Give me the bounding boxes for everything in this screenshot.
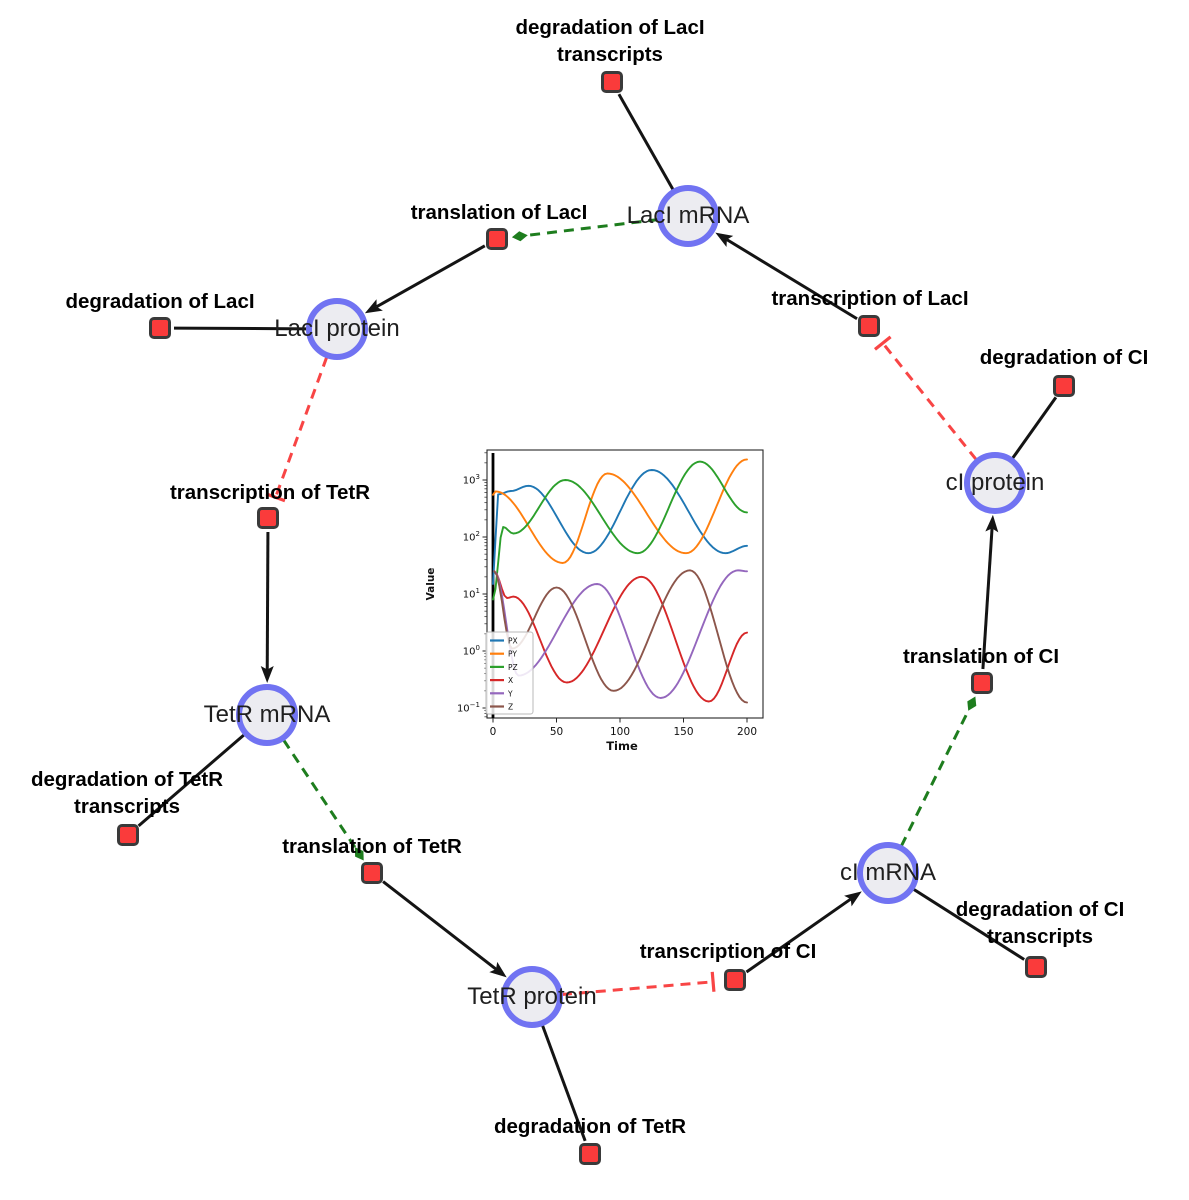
chart-legend-label: PZ [508, 663, 518, 672]
species-node-ci-protein[interactable] [964, 452, 1026, 514]
reaction-node-deg-ci-tx[interactable] [1025, 956, 1047, 978]
reaction-label-deg-tetr-tx: degradation of TetR transcripts [30, 768, 224, 818]
edge-laci-mrna-deg-laci-tx [617, 93, 675, 191]
reaction-node-deg-ci[interactable] [1053, 375, 1075, 397]
chart-x-tick: 100 [610, 726, 630, 738]
chart-y-tick: 10−1 [457, 701, 480, 715]
reaction-label-deg-laci-tx: degradation of LacI transcripts [515, 16, 705, 66]
reaction-label-transcription-ci: transcription of CI [639, 940, 817, 963]
edge-tetr-protein-transcription-ci [561, 971, 716, 996]
reaction-node-translation-tetr[interactable] [361, 862, 383, 884]
reaction-node-transcription-ci[interactable] [724, 969, 746, 991]
edge-translation-tetr-tetr-protein [382, 880, 507, 978]
chart-series-X [493, 570, 748, 703]
chart-legend-label: Z [508, 703, 513, 712]
edge-transcription-ci-ci-mrna [745, 891, 862, 974]
species-label-laci-mrna: LacI mRNA [626, 202, 750, 229]
chart-series-PZ [492, 460, 748, 601]
chart-x-tick: 150 [673, 726, 693, 738]
chart-x-axis-label: Time [606, 739, 638, 753]
edge-laci-protein-transcription-tetr [265, 356, 329, 503]
edge-ci-protein-deg-ci [1011, 396, 1058, 460]
chart-series-Y [493, 569, 748, 699]
species-node-tetr-mrna[interactable] [236, 684, 298, 746]
chart-y-axis-label: Value [425, 568, 437, 601]
species-label-laci-protein: LacI protein [274, 315, 400, 342]
reaction-node-translation-laci[interactable] [486, 228, 508, 250]
reaction-node-transcription-laci[interactable] [858, 315, 880, 337]
species-node-ci-mrna[interactable] [857, 842, 919, 904]
chart-legend: PX PY PZ XYZ [485, 631, 534, 715]
chart-y-tick: 102 [463, 530, 480, 544]
reaction-label-translation-tetr: translation of TetR [282, 835, 462, 858]
species-label-tetr-mrna: TetR mRNA [203, 701, 331, 728]
reaction-label-translation-laci: translation of LacI [410, 201, 588, 224]
reaction-node-deg-tetr-tx[interactable] [117, 824, 139, 846]
chart-y-tick: 103 [463, 473, 480, 487]
edge-transcription-tetr-tetr-mrna [260, 531, 274, 684]
chart-y-tick: 101 [463, 587, 480, 601]
edge-transcription-laci-laci-mrna [715, 232, 858, 321]
chart-x-tick: 200 [737, 726, 757, 738]
edge-tetr-mrna-deg-tetr-tx [137, 733, 246, 827]
timeseries-inset-chart: Time Value 0 50 100 150 200 103 102 101 100 10−1 P… [420, 428, 786, 772]
chart-legend-label: X [508, 676, 513, 685]
species-node-laci-mrna[interactable] [657, 185, 719, 247]
chart-series-PY [492, 458, 748, 564]
chart-legend-label: Y [507, 689, 513, 698]
chart-legend-label: PY [508, 650, 517, 659]
species-node-laci-protein[interactable] [306, 298, 368, 360]
reaction-label-translation-ci: translation of CI [902, 645, 1060, 668]
species-label-ci-mrna: cI mRNA [840, 859, 936, 886]
species-label-ci-protein: cI protein [945, 469, 1045, 496]
reaction-node-translation-ci[interactable] [971, 672, 993, 694]
chart-y-tick: 100 [463, 644, 480, 658]
reaction-node-transcription-tetr[interactable] [257, 507, 279, 529]
species-node-tetr-protein[interactable] [501, 966, 563, 1028]
reaction-node-deg-laci[interactable] [149, 317, 171, 339]
edge-tetr-mrna-translation-tetr [282, 739, 364, 861]
reaction-label-deg-ci-tx: degradation of CI transcripts [955, 898, 1125, 948]
reaction-label-deg-ci: degradation of CI [979, 346, 1149, 369]
edge-laci-protein-deg-laci [173, 326, 308, 331]
edge-ci-protein-transcription-laci [873, 335, 978, 461]
chart-x-tick: 50 [550, 726, 563, 738]
chart-series-PX [492, 469, 748, 585]
chart-legend-label: PX [508, 637, 518, 646]
reaction-node-deg-laci-tx[interactable] [601, 71, 623, 93]
edge-tetr-protein-deg-tetr [540, 1024, 587, 1142]
edge-ci-mrna-deg-ci-tx [912, 887, 1025, 961]
chart-x-tick: 0 [490, 726, 497, 738]
reaction-label-deg-tetr: degradation of TetR [493, 1115, 687, 1138]
edge-translation-laci-laci-protein [364, 244, 486, 314]
reaction-label-deg-laci: degradation of LacI [65, 290, 255, 313]
reaction-label-transcription-laci: transcription of LacI [771, 287, 969, 310]
edge-translation-ci-ci-protein [981, 514, 999, 670]
edge-ci-mrna-translation-ci [899, 696, 977, 847]
chart-series-Z [493, 569, 748, 704]
reaction-label-transcription-tetr: transcription of TetR [169, 481, 371, 504]
species-label-tetr-protein: TetR protein [467, 983, 597, 1010]
edge-laci-mrna-translation-laci [511, 218, 659, 242]
reaction-node-deg-tetr[interactable] [579, 1143, 601, 1165]
